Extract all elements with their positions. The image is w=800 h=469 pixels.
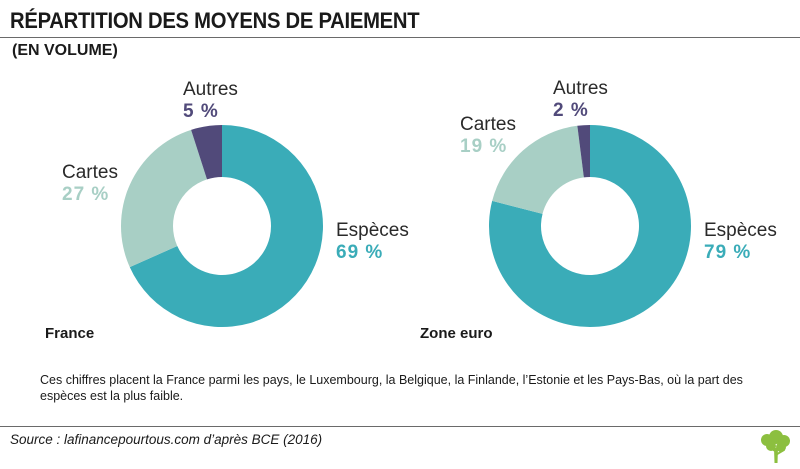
slice-value-autres-zone-euro: 2 %	[553, 100, 589, 121]
source-divider	[0, 426, 800, 427]
slice-especes-france	[129, 125, 323, 328]
title-divider	[0, 37, 800, 38]
slice-autres-zone-euro	[577, 125, 590, 178]
slice-label-especes-france: Espèces	[336, 220, 409, 241]
slice-value-especes-france: 69 %	[336, 242, 383, 263]
slice-label-autres-zone-euro: Autres	[553, 78, 608, 99]
slice-value-cartes-zone-euro: 19 %	[460, 136, 507, 157]
slice-label-cartes-france: Cartes	[62, 162, 118, 183]
slice-cartes-france	[120, 129, 208, 268]
tree-icon	[757, 430, 793, 469]
slice-value-autres-france: 5 %	[183, 101, 219, 122]
slice-autres-france	[191, 125, 222, 180]
slice-label-cartes-zone-euro: Cartes	[460, 114, 516, 135]
slice-label-especes-zone-euro: Espèces	[704, 220, 777, 241]
footnote: Ces chiffres placent la France parmi les…	[40, 373, 743, 403]
slice-value-especes-zone-euro: 79 %	[704, 242, 751, 263]
slice-especes-zone-euro	[489, 125, 691, 327]
chart-title: RÉPARTITION DES MOYENS DE PAIEMENT	[10, 8, 420, 33]
slice-cartes-zone-euro	[492, 125, 584, 214]
slice-label-autres-france: Autres	[183, 79, 238, 100]
region-label-zone-euro: Zone euro	[420, 325, 493, 342]
chart-subtitle: (EN VOLUME)	[12, 42, 118, 59]
region-label-france: France	[45, 325, 95, 342]
source-text: Source : lafinancepourtous.com d’après B…	[10, 432, 323, 447]
slice-value-cartes-france: 27 %	[62, 184, 109, 205]
